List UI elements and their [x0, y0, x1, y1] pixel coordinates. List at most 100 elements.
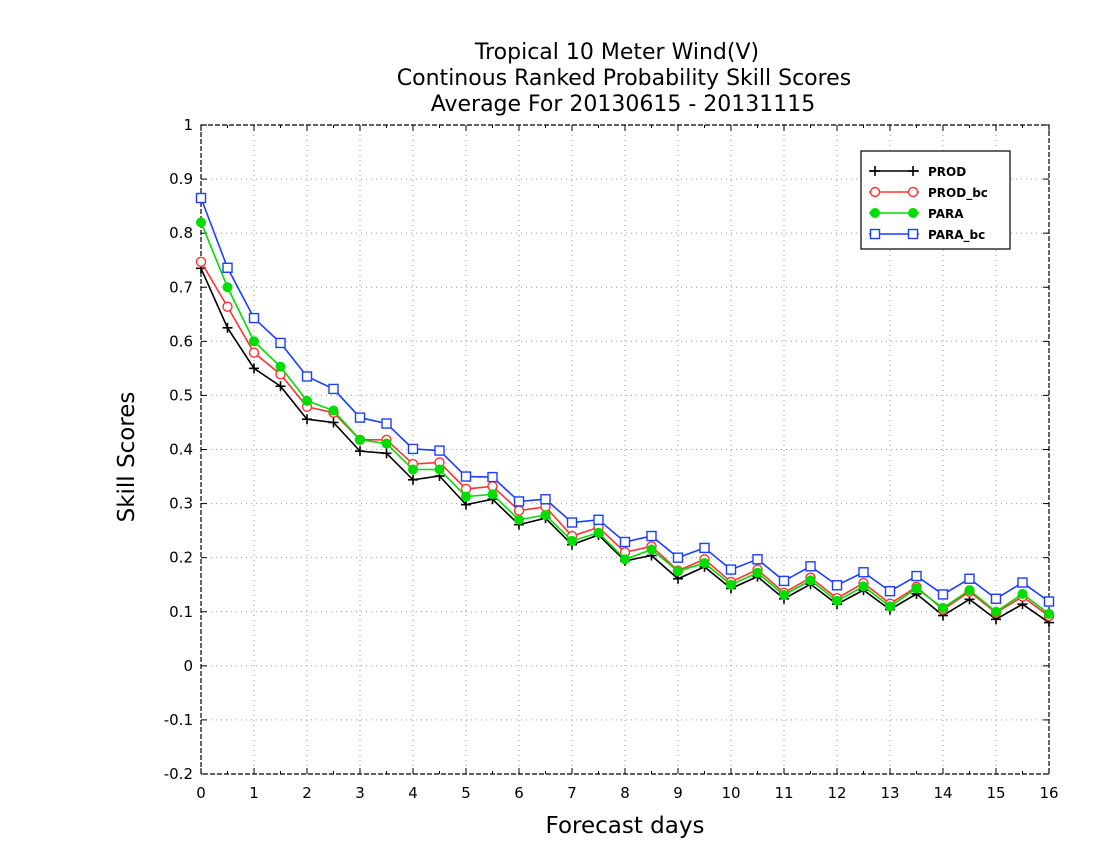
- data-point-dot: [870, 208, 880, 218]
- data-point-dot: [540, 509, 551, 520]
- data-point-dot: [1044, 608, 1054, 619]
- data-point-dot: [434, 464, 445, 475]
- data-point-plus: [328, 417, 339, 428]
- y-tick-label: 1: [183, 116, 193, 134]
- data-point-square: [990, 593, 1002, 604]
- data-point-square: [248, 312, 260, 324]
- legend-label: PARA_bc: [928, 228, 985, 243]
- data-point-square: [646, 530, 657, 542]
- data-point-square: [487, 471, 498, 483]
- legend-item: PROD_bc: [869, 186, 988, 201]
- x-tick-label: 0: [196, 784, 206, 802]
- x-tick-label: 2: [302, 784, 312, 802]
- data-point-plus: [870, 166, 880, 176]
- data-point-square: [222, 262, 233, 273]
- chart-title-line-3: Average For 20130615 - 20131115: [431, 92, 816, 117]
- data-point-square: [869, 228, 881, 240]
- y-tick-label: 0.1: [169, 603, 193, 621]
- y-tick-label: 0.7: [169, 278, 193, 296]
- data-point-plus: [249, 363, 259, 374]
- data-point-dot: [938, 602, 948, 613]
- data-point-circle: [907, 186, 919, 198]
- x-tick-label: 3: [355, 784, 365, 802]
- x-tick-label: 1: [249, 784, 259, 802]
- data-point-dot: [593, 527, 604, 538]
- data-point-dot: [1017, 588, 1028, 599]
- x-tick-label: 7: [567, 784, 577, 802]
- y-tick-label: 0.8: [169, 224, 193, 242]
- data-point-square: [778, 575, 790, 587]
- legend-item: PARA: [869, 207, 964, 221]
- chart-title: Tropical 10 Meter Wind(V) Continous Rank…: [397, 40, 851, 117]
- series-prod-bc: [195, 256, 1055, 622]
- data-point-plus: [408, 474, 418, 485]
- data-point-dot: [911, 583, 922, 594]
- data-point-plus: [355, 446, 365, 457]
- x-tick-label: 14: [933, 784, 952, 802]
- data-point-dot: [461, 491, 471, 502]
- legend-item: PARA_bc: [869, 228, 985, 243]
- data-point-square: [831, 580, 843, 591]
- data-point-circle: [869, 186, 881, 198]
- data-point-dot: [832, 595, 842, 606]
- data-point-dot: [908, 208, 918, 218]
- data-point-plus: [302, 414, 312, 425]
- y-tick-label: -0.1: [164, 711, 193, 729]
- data-point-dot: [408, 464, 418, 475]
- data-point-square: [884, 585, 896, 597]
- data-point-square: [407, 443, 419, 455]
- data-point-dot: [487, 489, 498, 500]
- data-point-dot: [567, 535, 577, 546]
- legend-label: PROD: [928, 165, 966, 179]
- data-point-dot: [673, 566, 683, 577]
- data-point-dot: [964, 585, 975, 596]
- data-point-dot: [196, 217, 206, 228]
- data-series: [195, 192, 1055, 628]
- legend: PROD PROD_bc PARA PARA_bc: [860, 150, 1011, 250]
- data-point-dot: [858, 581, 869, 592]
- data-point-square: [1043, 596, 1055, 607]
- x-tick-label: 16: [1039, 784, 1058, 802]
- data-point-dot: [328, 405, 339, 416]
- data-point-square: [805, 561, 816, 572]
- data-point-square: [911, 570, 922, 582]
- data-point-square: [354, 412, 366, 423]
- y-tick-label: 0.5: [169, 386, 193, 404]
- data-point-square: [328, 383, 339, 395]
- data-point-circle: [513, 505, 525, 516]
- data-point-dot: [885, 601, 895, 612]
- x-tick-label: 8: [620, 784, 630, 802]
- data-point-plus: [908, 166, 918, 176]
- series-para-bc: [195, 192, 1055, 607]
- series-para: [196, 217, 1054, 619]
- data-point-dot: [222, 282, 233, 293]
- y-tick-label: -0.2: [164, 765, 193, 783]
- data-point-dot: [302, 395, 312, 406]
- data-point-square: [858, 567, 869, 578]
- x-tick-label: 10: [721, 784, 740, 802]
- y-tick-label: 0.9: [169, 170, 193, 188]
- data-point-square: [672, 552, 684, 563]
- data-point-dot: [646, 544, 657, 555]
- x-tick-label: 11: [774, 784, 793, 802]
- data-point-square: [381, 418, 392, 429]
- data-point-dot: [752, 567, 763, 578]
- data-point-square: [937, 589, 949, 600]
- x-axis-label: Forecast days: [546, 813, 705, 839]
- data-point-plus: [222, 322, 233, 333]
- x-tick-label: 15: [986, 784, 1005, 802]
- data-point-dot: [620, 554, 630, 565]
- data-point-dot: [726, 579, 736, 590]
- y-tick-label: 0.6: [169, 332, 193, 350]
- chart-title-line-1: Tropical 10 Meter Wind(V): [474, 40, 759, 65]
- y-tick-label: 0.3: [169, 495, 193, 513]
- data-point-square: [301, 371, 313, 382]
- data-point-square: [725, 564, 737, 575]
- data-point-square: [566, 517, 578, 528]
- data-point-square: [513, 496, 525, 507]
- data-point-square: [195, 192, 207, 204]
- data-point-square: [964, 573, 975, 584]
- y-axis-label: Skill Scores: [114, 392, 140, 523]
- legend-label: PROD_bc: [928, 186, 988, 201]
